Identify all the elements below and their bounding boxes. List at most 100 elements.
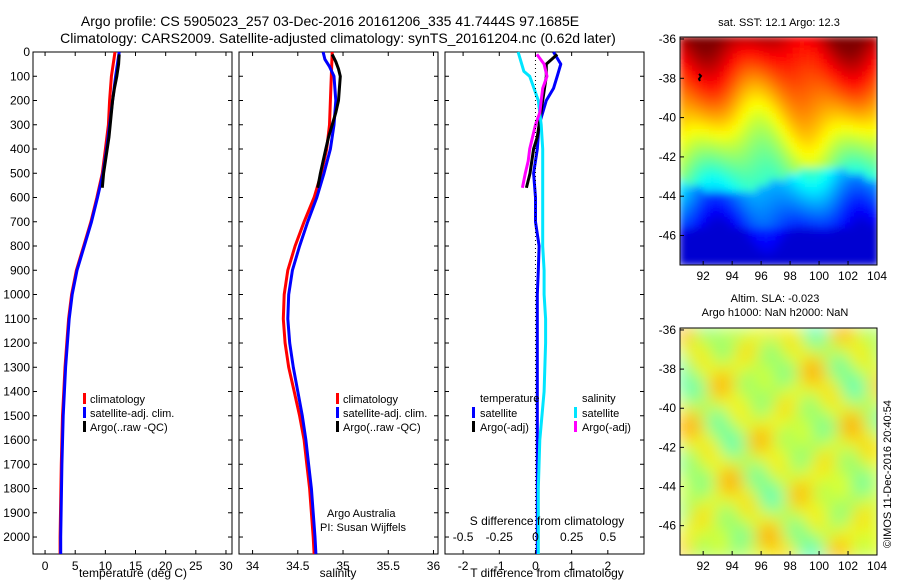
sst-cell: [733, 252, 741, 260]
sst-cell: [751, 42, 759, 50]
sla-cell: [861, 404, 870, 413]
sst-cell: [697, 108, 705, 116]
sla-cell: [798, 348, 807, 357]
sst-cell: [859, 180, 867, 188]
sst-cell: [823, 234, 831, 242]
sst-cell: [841, 96, 849, 104]
sst-cell: [751, 174, 759, 182]
sst-cell: [871, 48, 877, 56]
sst-cell: [739, 210, 747, 218]
sst-cell: [859, 246, 867, 254]
sla-cell: [693, 523, 702, 532]
sst-cell: [685, 120, 693, 128]
sst-cell: [793, 72, 801, 80]
sst-cell: [805, 198, 813, 206]
map-y-tick-label: -40: [659, 401, 677, 415]
sla-cell: [875, 523, 877, 532]
sla-cell: [756, 425, 765, 434]
sst-cell: [769, 258, 777, 265]
sst-cell: [799, 66, 807, 74]
sla-cell: [868, 502, 877, 511]
sla-cell: [840, 446, 849, 455]
sla-cell: [833, 390, 842, 399]
sla-cell: [680, 376, 688, 385]
sla-cell: [749, 404, 758, 413]
sst-cell: [680, 90, 687, 98]
sla-cell: [791, 355, 800, 364]
sst-cell: [775, 228, 783, 236]
sla-cell: [840, 474, 849, 483]
sst-cell: [859, 138, 867, 146]
sst-cell: [859, 132, 867, 140]
sst-cell: [799, 156, 807, 164]
sla-cell: [819, 328, 828, 336]
sst-cell: [721, 258, 729, 265]
sla-cell: [833, 530, 842, 539]
sla-cell: [756, 453, 765, 462]
sla-cell: [777, 383, 786, 392]
sla-cell: [833, 432, 842, 441]
sst-cell: [721, 96, 729, 104]
sst-cell: [763, 108, 771, 116]
sla-cell: [805, 355, 814, 364]
sla-cell: [854, 411, 863, 420]
sst-cell: [805, 126, 813, 134]
sst-cell: [847, 144, 855, 152]
sst-cell: [721, 48, 729, 56]
sst-cell: [709, 126, 717, 134]
sst-cell: [787, 126, 795, 134]
sla-cell: [784, 551, 793, 555]
sst-cell: [769, 102, 777, 110]
sst-cell: [697, 144, 705, 152]
sla-cell: [868, 488, 877, 497]
sst-cell: [841, 156, 849, 164]
sla-cell: [826, 328, 835, 336]
salinity-series: [281, 51, 342, 555]
difference-x-axis: -2 -1 0 1 2: [445, 51, 644, 573]
sla-cell: [770, 446, 779, 455]
sla-cell: [700, 341, 709, 350]
sla-cell: [707, 530, 716, 539]
sla-cell: [770, 439, 779, 448]
sla-cell: [707, 425, 716, 434]
sst-cell: [853, 144, 861, 152]
sst-cell: [763, 192, 771, 200]
sst-cell: [817, 114, 825, 122]
sst-cell: [865, 258, 873, 265]
sst-cell: [763, 156, 771, 164]
depth-tick-label: 100: [10, 69, 30, 83]
sla-cell: [756, 467, 765, 476]
sst-cell: [817, 210, 825, 218]
sla-cell: [805, 551, 814, 555]
sst-cell: [871, 252, 877, 260]
sst-cell: [793, 156, 801, 164]
sst-cell: [817, 186, 825, 194]
sla-cell: [742, 537, 751, 546]
sla-cell: [805, 488, 814, 497]
sst-cell: [721, 84, 729, 92]
sst-cell: [835, 42, 843, 50]
sla-cell: [680, 495, 688, 504]
sla-cell: [875, 404, 877, 413]
sla-cell: [749, 425, 758, 434]
sst-cell: [763, 150, 771, 158]
sla-cell: [847, 509, 856, 518]
sla-cell: [735, 334, 744, 343]
sst-cell: [847, 102, 855, 110]
legend-label-sal-satellite: satellite: [582, 408, 619, 420]
depth-tick-label: 1800: [3, 482, 30, 496]
sst-cell: [680, 102, 687, 110]
sla-cell: [714, 495, 723, 504]
sla-cell: [742, 328, 751, 336]
sst-cell: [829, 216, 837, 224]
sst-cell: [757, 204, 765, 212]
sla-cell: [714, 481, 723, 490]
sst-cell: [727, 144, 735, 152]
sst-cell: [715, 156, 723, 164]
sla-cell: [749, 418, 758, 427]
map-x-tick-label: 94: [725, 559, 739, 573]
sla-cell: [707, 341, 716, 350]
sst-cell: [739, 96, 747, 104]
sst-cell: [793, 54, 801, 62]
sst-cell: [757, 78, 765, 86]
